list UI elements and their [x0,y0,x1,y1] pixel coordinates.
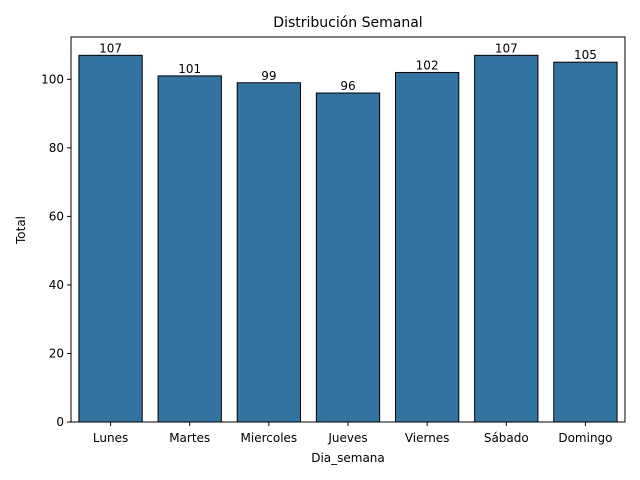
x-axis-label: Dia_semana [311,451,385,465]
data-label-domingo: 105 [574,48,597,62]
chart-title: Distribución Semanal [273,15,422,31]
x-tick-label-martes: Martes [169,431,210,445]
bar-domingo [553,61,618,423]
plot-frame [70,36,626,423]
x-tick-label-miercoles: Miercoles [241,431,298,445]
data-label-jueves: 96 [340,79,355,93]
bars-layer [78,54,618,423]
bar-jueves [315,92,381,423]
bar-viernes [394,71,460,423]
data-label-miercoles: 99 [261,69,276,83]
y-tick-label-20: 20 [49,346,64,360]
y-tick-label-0: 0 [56,415,64,429]
y-tick-label-100: 100 [41,72,64,86]
x-tick-label-sábado: Sábado [484,431,529,445]
bar-martes [157,75,222,423]
data-label-viernes: 102 [416,58,439,72]
x-tick-label-lunes: Lunes [93,431,128,445]
data-label-lunes: 107 [99,41,122,55]
axes-layer [67,36,626,426]
y-tick-label-40: 40 [49,278,64,292]
bar-sábado [474,54,539,423]
x-tick-label-viernes: Viernes [405,431,450,445]
bar-lunes [78,54,143,423]
data-label-martes: 101 [178,62,201,76]
data-label-sábado: 107 [495,41,518,55]
bar-miercoles [236,82,302,423]
y-axis-label: Total [14,216,28,245]
y-tick-label-80: 80 [49,141,64,155]
labels-layer: 107 Lunes 101 Martes 99 Miercoles 96 Jueves 102 V… [41,41,612,445]
x-tick-label-domingo: Domingo [558,431,612,445]
x-tick-label-jueves: Jueves [327,431,367,445]
y-tick-label-60: 60 [49,209,64,223]
